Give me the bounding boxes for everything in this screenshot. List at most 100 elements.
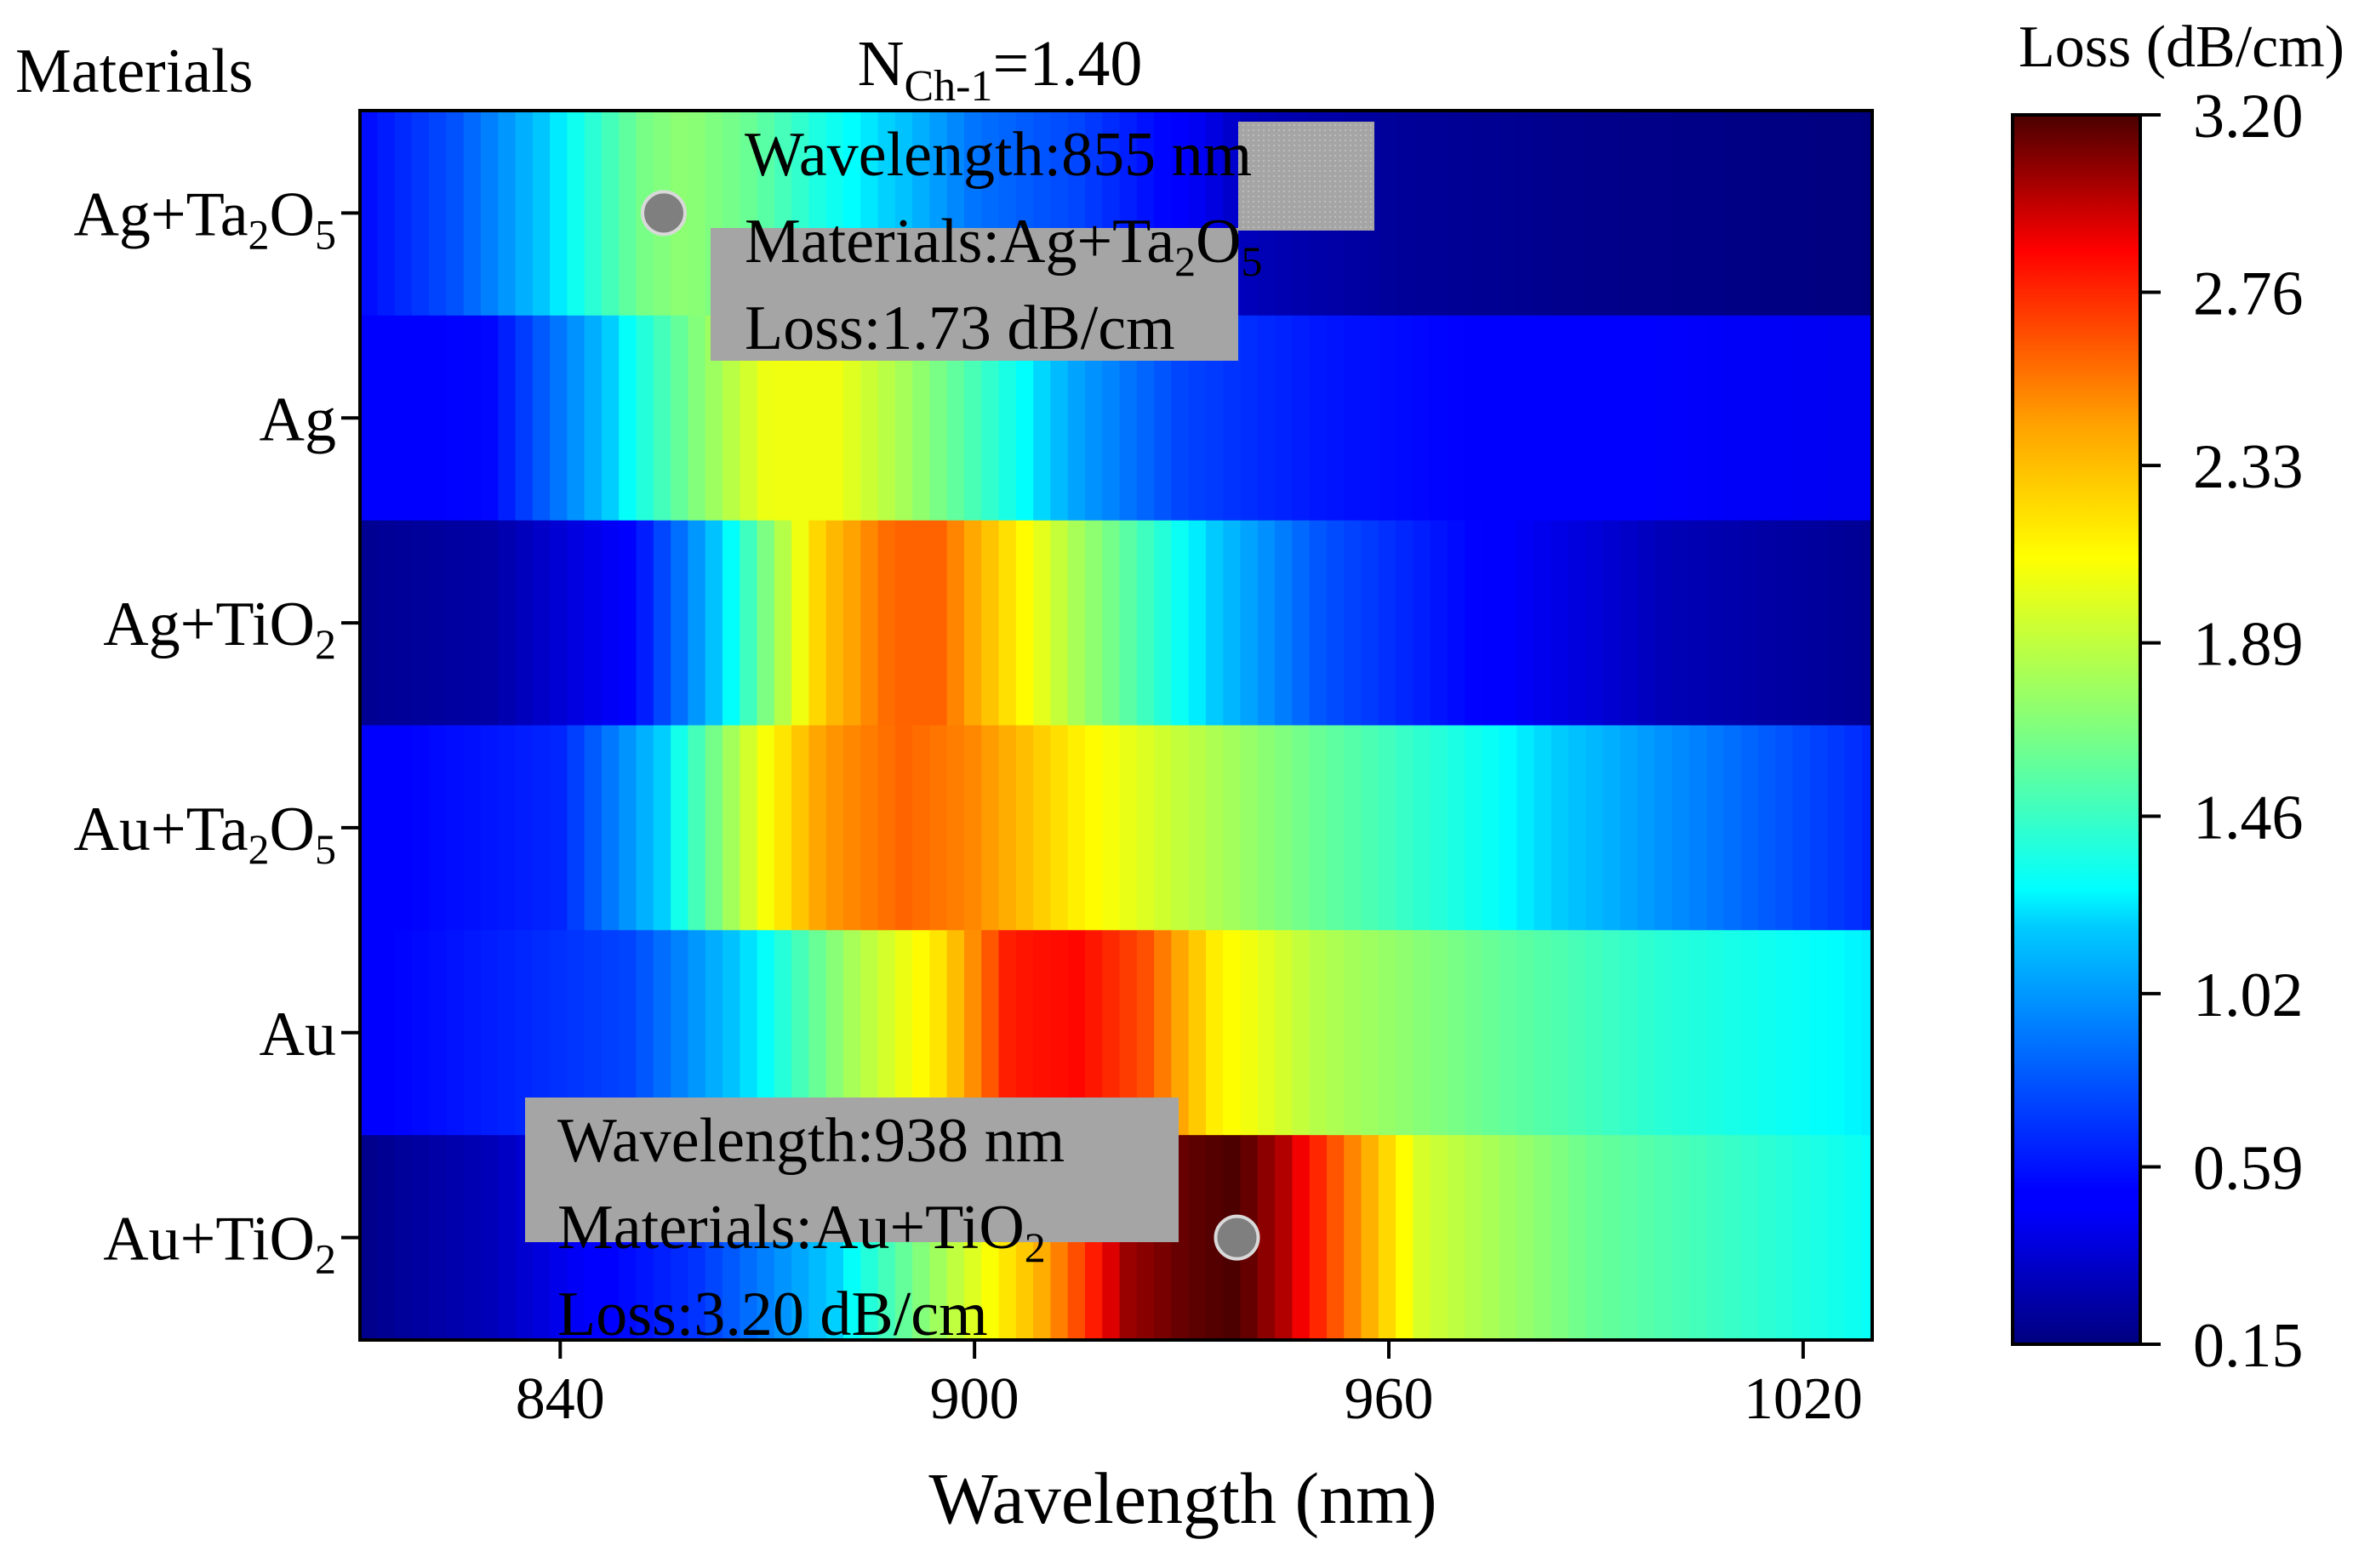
colorbar <box>2011 113 2142 1346</box>
heatmap-cell <box>1602 1135 1621 1341</box>
heatmap-cell <box>1309 930 1328 1136</box>
heatmap-cell <box>1033 725 1052 932</box>
heatmap-cell <box>1136 315 1155 522</box>
heatmap-cell <box>894 315 913 522</box>
heatmap-cell <box>894 520 913 727</box>
heatmap-cell <box>1015 930 1034 1136</box>
title-value: =1.40 <box>993 28 1143 100</box>
heatmap-cell <box>1809 725 1829 932</box>
heatmap-cell <box>1015 315 1034 522</box>
heatmap-cell <box>550 315 568 522</box>
heatmap-cell <box>688 111 706 316</box>
heatmap-cell <box>1827 111 1846 316</box>
heatmap-cell <box>1844 1135 1863 1341</box>
annotation-marker <box>1214 1214 1260 1261</box>
y-axis: Ag+Ta2O5 Ag Ag+TiO2 Au+Ta2O5 Au Au+TiO2 <box>73 180 360 1283</box>
heatmap-cell <box>532 930 551 1136</box>
heatmap-cell <box>740 930 758 1136</box>
heatmap-cell <box>1223 930 1242 1136</box>
heatmap-cell <box>894 725 913 932</box>
heatmap-cell <box>1240 315 1259 522</box>
heatmap-cell <box>1568 930 1587 1136</box>
heatmap-cell <box>1775 315 1794 522</box>
heatmap-cell <box>1465 520 1483 727</box>
y-axis-title: Materials <box>15 37 253 106</box>
heatmap-cell <box>602 930 620 1136</box>
heatmap-cell <box>1378 930 1396 1136</box>
heatmap-cell <box>1067 315 1086 522</box>
heatmap-cell <box>1482 1135 1500 1341</box>
heatmap-cell <box>1102 930 1121 1136</box>
heatmap-cell <box>515 725 534 932</box>
heatmap-cell <box>705 725 723 932</box>
heatmap-cell <box>1275 725 1294 932</box>
heatmap-cell <box>636 520 654 727</box>
heatmap-cell <box>929 520 948 727</box>
heatmap-cell <box>1102 315 1121 522</box>
heatmap-cell <box>1533 315 1552 522</box>
heatmap-cell <box>1671 930 1690 1136</box>
heatmap-cell <box>1619 930 1638 1136</box>
y-tick-label: Au+Ta2O5 <box>73 795 336 873</box>
heatmap-cell <box>429 1135 448 1341</box>
heatmap-cell <box>1292 725 1311 932</box>
heatmap-cell <box>1688 520 1708 727</box>
heatmap-cell <box>1723 1135 1742 1341</box>
colorbar-tick-label: 1.46 <box>2193 783 2304 852</box>
colorbar-title: Loss (dB/cm) <box>2019 14 2344 80</box>
heatmap-cell <box>619 315 637 522</box>
heatmap-cell <box>1413 1135 1431 1341</box>
heatmap-cell <box>1619 315 1638 522</box>
heatmap-cell <box>1136 930 1155 1136</box>
heatmap-cell <box>1447 520 1466 727</box>
x-tick-label: 1020 <box>1744 1366 1863 1432</box>
heatmap-cell <box>1792 1135 1811 1341</box>
heatmap-cell <box>411 520 430 727</box>
heatmap-cell <box>842 930 862 1136</box>
heatmap-cell <box>1844 111 1863 316</box>
heatmap-cell <box>1516 111 1535 316</box>
heatmap-cell <box>1378 315 1396 522</box>
heatmap-cell <box>1516 315 1535 522</box>
heatmap-cell <box>1188 520 1207 727</box>
heatmap-cell <box>1205 930 1225 1136</box>
heatmap-cell <box>1740 315 1759 522</box>
heatmap-cell <box>1482 315 1500 522</box>
heatmap-cell <box>1688 111 1708 316</box>
heatmap-cell <box>1033 930 1052 1136</box>
heatmap-cell <box>1361 315 1379 522</box>
colorbar-tick-label: 2.33 <box>2193 432 2304 502</box>
heatmap-cell <box>498 930 517 1136</box>
heatmap-cell <box>1740 1135 1759 1341</box>
heatmap-cell <box>1568 111 1587 316</box>
heatmap-cell <box>740 520 758 727</box>
heatmap-cell <box>1067 930 1086 1136</box>
heatmap-cell <box>1758 1135 1777 1341</box>
heatmap-cell <box>1240 520 1259 727</box>
heatmap-cell <box>1240 930 1259 1136</box>
heatmap-cell <box>1585 1135 1604 1341</box>
heatmap-cell <box>498 315 517 522</box>
heatmap-cell <box>912 520 931 727</box>
heatmap-cell <box>757 315 775 522</box>
heatmap-cell <box>1084 315 1104 522</box>
heatmap-cell <box>1861 930 1873 1136</box>
heatmap-cell <box>1223 315 1242 522</box>
heatmap-cell <box>515 520 534 727</box>
heatmap-cell <box>1015 725 1034 932</box>
heatmap-cell <box>1792 520 1811 727</box>
heatmap-cell <box>1758 725 1777 932</box>
annotations: Wavelength:855 nm Materials:Ag+Ta2O5 Loss:… <box>525 120 1374 1349</box>
heatmap-cell <box>429 315 448 522</box>
heatmap-cell <box>1396 315 1414 522</box>
heatmap-cell <box>791 315 810 522</box>
heatmap-cell <box>394 111 413 316</box>
heatmap-cell <box>446 930 465 1136</box>
heatmap-cell <box>1396 1135 1414 1341</box>
heatmap-cell <box>1430 725 1448 932</box>
heatmap-cell <box>1413 315 1431 522</box>
heatmap-cell <box>1533 111 1552 316</box>
heatmap-cell <box>515 111 534 316</box>
heatmap-cell <box>1378 111 1396 316</box>
